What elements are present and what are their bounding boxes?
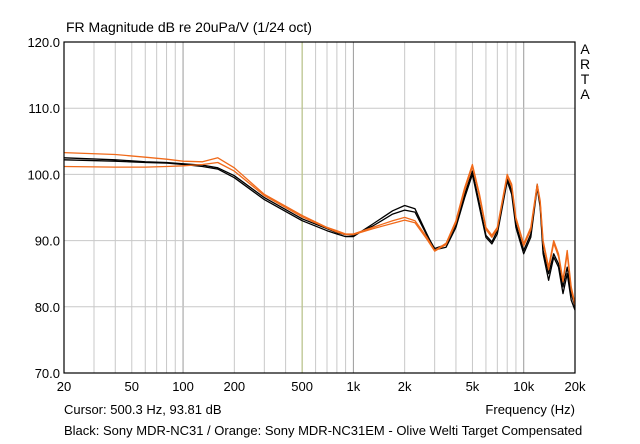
arta-brand-label: A R T A [579,41,591,102]
legend-caption: Black: Sony MDR-NC31 / Orange: Sony MDR-… [64,423,583,438]
y-tick-label: 110.0 [28,101,60,116]
y-tick-label: 80.0 [35,300,60,315]
x-tick-label: 1k [347,379,361,394]
x-tick-label: 10k [513,379,534,394]
x-tick-label: 20k [565,379,586,394]
series-group [63,151,576,311]
grid [63,41,576,374]
plot-frame [63,41,576,374]
series-line-2 [63,157,576,307]
y-tick-labels: 70.0 80.0 90.0 100.0 110.0 120.0 [27,35,60,381]
series-line-1 [63,159,576,311]
y-tick-label: 100.0 [27,167,60,182]
x-tick-label: 5k [466,379,480,394]
x-axis-label: Frequency (Hz) [485,402,575,417]
cursor-readout: Cursor: 500.3 Hz, 93.81 dB [64,402,222,417]
y-tick-label: 70.0 [35,366,60,381]
series-line-4 [63,161,576,306]
x-tick-label: 100 [172,379,194,394]
x-tick-label: 2k [398,379,412,394]
x-tick-label: 500 [291,379,313,394]
y-tick-label: 120.0 [27,35,60,50]
x-tick-label: 20 [57,379,71,394]
y-tick-label: 90.0 [35,234,60,249]
x-tick-label: 200 [223,379,245,394]
chart-title: FR Magnitude dB re 20uPa/V (1/24 oct) [66,19,312,35]
x-tick-labels: 20 50 100 200 500 1k 2k 5k 10k 20k [57,379,586,394]
x-tick-label: 50 [125,379,139,394]
